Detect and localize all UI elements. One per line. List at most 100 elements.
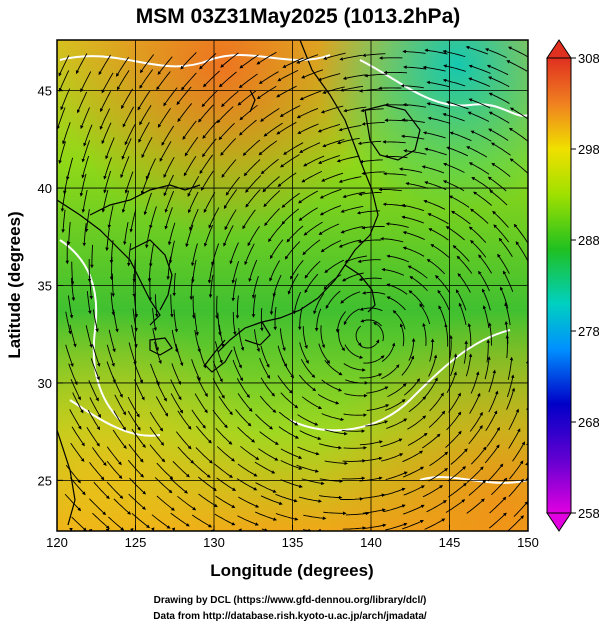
streamline-arrow (87, 409, 101, 431)
streamline-arrow (443, 64, 466, 72)
streamline-arrow (145, 158, 157, 180)
streamline-arrow (283, 142, 304, 155)
streamline-arrow (109, 256, 114, 281)
streamline-arrow (470, 239, 487, 258)
streamline-arrow (506, 387, 515, 410)
streamline-arrow (263, 190, 281, 208)
streamline-arrow (149, 206, 157, 229)
streamline-arrow (106, 481, 124, 499)
x-axis-ticks: 120 125 130 135 140 145 150 (46, 525, 539, 550)
streamline-arrow (214, 463, 233, 478)
streamline-arrow (281, 358, 294, 379)
streamline-arrow (322, 139, 345, 148)
streamline-arrow (343, 413, 367, 417)
streamline-arrow (149, 426, 165, 446)
streamline-arrow (366, 404, 390, 411)
streamline-arrow (513, 501, 528, 517)
streamline-arrow (385, 522, 408, 531)
streamline-arrow (251, 294, 256, 318)
streamline-arrow (487, 176, 507, 192)
streamline-arrow (361, 121, 385, 126)
streamline-arrow (191, 243, 198, 267)
streamline-arrow (216, 446, 236, 462)
streamline-arrow (71, 516, 87, 531)
streamline-arrow (489, 496, 507, 514)
streamline-arrow (154, 341, 162, 365)
streamline-arrow (245, 175, 262, 193)
streamline-arrow (360, 319, 382, 327)
streamline-arrow (277, 375, 293, 394)
streamline-arrow (69, 409, 82, 430)
x-tick-label: 145 (439, 535, 461, 550)
streamline-arrow (314, 308, 322, 332)
streamline-arrow (341, 429, 366, 433)
streamline-arrow (103, 157, 112, 180)
streamline-arrow (62, 122, 71, 145)
streamline-arrow (407, 432, 428, 446)
streamline-arrow (304, 260, 321, 279)
colorbar-gradient (546, 57, 572, 514)
streamline-arrow (220, 52, 239, 68)
streamline-arrow (324, 359, 343, 376)
streamline-arrow (463, 340, 468, 364)
streamline-arrow (304, 273, 319, 294)
streamline-arrow (300, 358, 316, 378)
streamline-arrow (457, 272, 471, 293)
streamline-arrow (303, 221, 323, 236)
streamline-arrow (256, 51, 277, 65)
streamline-arrow (402, 246, 425, 257)
streamline-arrow (113, 498, 132, 515)
streamline-arrow (424, 147, 447, 156)
streamline-arrow (128, 493, 146, 510)
streamline-arrow (218, 71, 237, 88)
streamline-arrow (147, 258, 152, 283)
streamline-arrow (509, 158, 528, 174)
streamline-arrow (191, 359, 201, 382)
map-title: MSM 03Z31May2025 (1013.2hPa) (136, 5, 461, 28)
streamline-arrow (71, 426, 85, 447)
streamline-arrow (89, 397, 101, 418)
streamline-arrow (141, 136, 153, 159)
streamline-arrow (343, 363, 366, 372)
streamline-arrow (468, 162, 490, 175)
streamline-arrow (127, 396, 140, 418)
streamline-arrow (157, 56, 173, 75)
streamline-arrow (58, 55, 70, 77)
streamline-arrow (426, 102, 450, 109)
streamline-arrow (403, 504, 425, 515)
streamline-arrow (106, 460, 123, 479)
streamline-arrow (445, 499, 466, 513)
streamline-arrow (124, 124, 136, 146)
streamline-arrow (169, 294, 174, 318)
streamline-arrow (154, 477, 173, 494)
streamline-arrow (82, 223, 87, 247)
streamline-arrow (437, 289, 450, 311)
colorbar: 258 268 278 288 298 308 (546, 39, 599, 532)
streamlines (57, 45, 528, 531)
streamline-arrow (435, 275, 451, 294)
streamline-arrow (401, 215, 424, 224)
streamline-arrow (65, 311, 72, 335)
streamline-arrow (70, 261, 75, 286)
streamline-arrow (198, 104, 214, 123)
streamline-arrow (402, 102, 427, 108)
y-tick-label: 45 (38, 84, 52, 99)
streamline-arrow (343, 446, 367, 450)
streamline-arrow (98, 54, 111, 76)
streamline-arrow (486, 64, 509, 76)
y-tick-label: 30 (38, 376, 52, 391)
streamline-arrow (244, 243, 255, 266)
streamline-arrow (320, 325, 326, 349)
streamline-arrow (497, 253, 510, 274)
streamline-arrow (88, 380, 99, 402)
streamline-arrow (343, 308, 360, 326)
streamline-arrow (108, 329, 116, 353)
streamline-arrow (422, 322, 427, 346)
streamline-arrow (116, 70, 130, 91)
streamline-arrow (363, 523, 387, 529)
streamline-arrow (221, 159, 237, 178)
streamline-arrow (138, 121, 150, 143)
streamline-arrow (223, 225, 234, 247)
streamline-arrow (297, 446, 320, 456)
streamline-arrow (254, 329, 260, 353)
